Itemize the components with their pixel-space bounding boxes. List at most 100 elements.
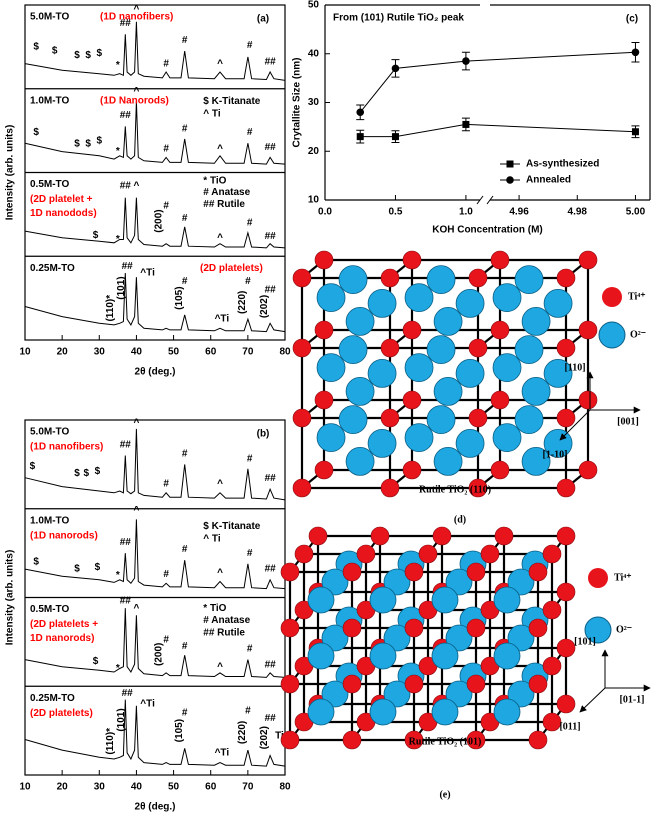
oxygen-atom [514,335,544,365]
oxygen-atom [492,283,522,313]
peak-label: (110)* [105,295,116,322]
peak-label: $ [93,230,99,241]
sample-note: (2D platelet + [30,194,93,205]
oxygen-atom [455,288,485,318]
oxygen-atom [507,680,535,708]
titanium-atom [490,320,510,340]
peak-label: # [247,217,253,228]
peak-label: (202) [259,295,270,318]
peak-label: * [116,663,120,674]
oxygen-atom [521,446,551,476]
peak-label: # Anatase [203,615,250,626]
titanium-atom [292,478,312,498]
titanium-atom [280,674,300,694]
oxygen-atom [431,698,459,726]
oxygen-atom [321,680,349,708]
peak-label: # [247,127,253,138]
peak-label: * TiO [203,603,226,614]
oxygen-atom [543,358,573,388]
peak-label: $ [33,557,39,568]
peak-label: $ [97,48,103,59]
oxygen-atom [493,698,521,726]
titanium-atom [380,408,400,428]
oxygen-atom [455,428,485,458]
oxygen-atom [507,624,535,652]
oxygen-atom [316,353,346,383]
sample-note: 1D nanodods) [30,208,97,219]
titanium-atom [314,460,334,480]
titanium-atom [528,618,548,638]
titanium-atom [542,600,562,620]
peak-label: $ [52,46,58,57]
peak-label: ^ [217,567,223,578]
peak-label: $ [33,127,39,138]
peak-label: * [116,570,120,581]
oxygen-atom [433,446,463,476]
legend-oxygen [598,321,626,349]
oxygen-atom [514,405,544,435]
x-tick-label: 50 [168,347,180,358]
sample-note: (1D nanofibers) [30,442,103,453]
data-point [356,133,364,141]
titanium-atom [528,562,548,582]
oxygen-atom [369,642,397,670]
titanium-atom [490,460,510,480]
legend-label: O²⁻ [616,624,632,635]
titanium-atom [342,562,362,582]
peak-label: ## Rutile [203,628,245,639]
direction-label: [01-1] [620,694,645,705]
peak-label: ^Ti [140,268,155,279]
peak-label: ^ [217,479,223,490]
titanium-atom [490,390,510,410]
titanium-atom [468,408,488,428]
peak-label: ^ [134,181,140,192]
oxygen-atom [514,265,544,295]
peak-label: ## [265,284,277,295]
peak-label: (200) [153,643,164,666]
titanium-atom [578,250,598,270]
peak-label: ## [265,713,277,724]
x-tick-label: 50 [168,782,180,793]
peak-label: # [163,58,169,69]
titanium-atom [292,408,312,428]
oxygen-atom [433,306,463,336]
sample-note: (2D platelets) [200,263,263,274]
titanium-atom [432,526,452,546]
sample-note: (1D nanorods) [30,530,98,541]
oxygen-atom [367,428,397,458]
legend-label: Ti⁴⁺ [614,572,632,583]
peak-label: (101) [116,708,127,731]
legend-titanium [602,287,622,307]
oxygen-atom [492,423,522,453]
peak-label: ## Rutile [203,199,245,210]
direction-label: [110] [564,362,585,373]
y-tick-label: 40 [308,48,320,59]
titanium-atom [404,618,424,638]
titanium-atom [542,544,562,564]
peak-label: ^ Ti [203,109,221,120]
peak-label: # [182,448,188,459]
x-tick-label: 5.00 [626,207,646,218]
peak-label: ## [122,688,134,699]
y-axis-label: Intensity (arb. units) [5,550,16,646]
peak-label: $ K-Titanate [203,96,260,107]
titanium-atom [294,544,314,564]
oxygen-atom [383,680,411,708]
titanium-atom [280,562,300,582]
oxygen-atom [307,586,335,614]
x-tick-label: 60 [205,782,217,793]
peak-label: ^ [217,58,223,69]
panel-label: (d) [454,514,466,525]
oxygen-atom [426,265,456,295]
oxygen-atom [345,446,375,476]
peak-label: * [116,234,120,245]
peak-label: # [182,544,188,555]
oxygen-atom [338,405,368,435]
oxygen-atom [455,358,485,388]
sample-note: (1D nanofibers) [100,12,173,23]
legend-titanium [588,568,608,588]
xrd-pattern [24,101,286,165]
peak-label: ## [265,142,277,153]
direction-label: [011] [559,721,580,732]
peak-label: ^ [217,144,223,155]
